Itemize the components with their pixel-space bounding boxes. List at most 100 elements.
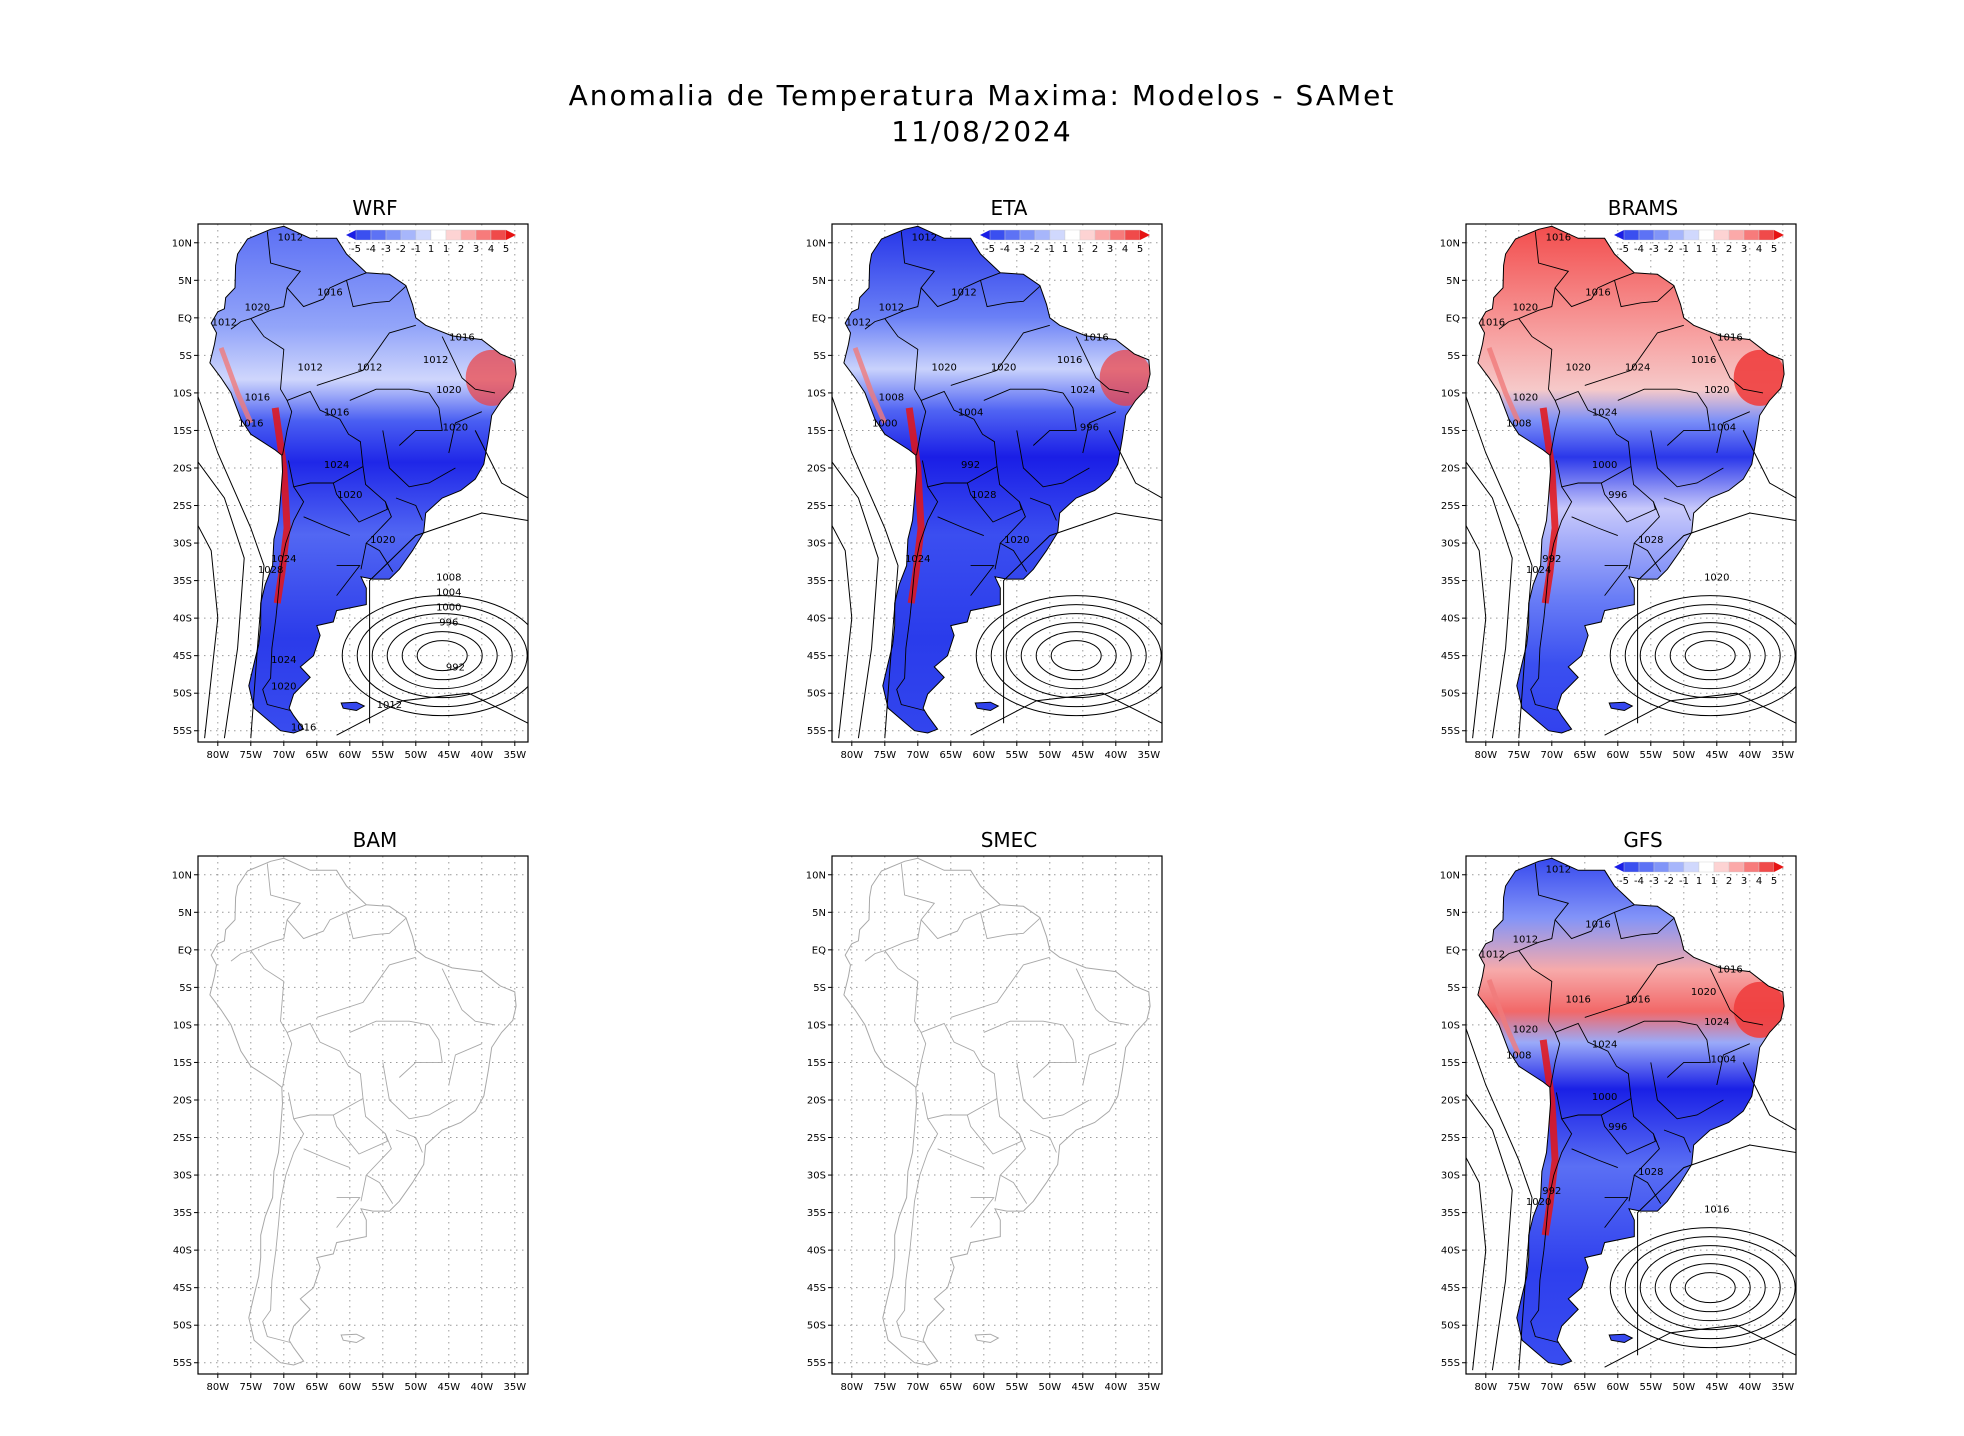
map-gridlines (832, 856, 1162, 1374)
lon-label: 75W (873, 1382, 896, 1393)
colorbar-swatch (1004, 229, 1021, 241)
colorbar-arrow-left (1614, 862, 1624, 872)
isobar-label: 1020 (1513, 302, 1538, 313)
isobar-label: 1020 (1004, 535, 1029, 546)
lat-label: 45S (1441, 1283, 1460, 1294)
isobar-label: 996 (1608, 1122, 1627, 1133)
isobar-contours (1466, 395, 1796, 739)
country-borders (864, 231, 1130, 711)
isobar-label: 1004 (958, 407, 983, 418)
lon-label: 65W (939, 1382, 962, 1393)
colorbar-label: -3 (381, 244, 391, 255)
panel-gfs: GFS 1012 1016 1012 1012 1016 1020 1016 1016 1024… (1418, 828, 1964, 1418)
lat-label: 30S (1441, 539, 1460, 550)
isobar-label: 1008 (1506, 1051, 1531, 1062)
lat-label: 35S (1441, 576, 1460, 587)
map-smec: 10N 5N EQ 5S 10S 15S 20S 25S 30S 35S 40S 45S 50S 55S 8… (806, 855, 1163, 1393)
lat-label: 15S (173, 426, 192, 437)
lat-label: 40S (173, 1246, 192, 1257)
lon-label: 50W (1672, 1382, 1695, 1393)
lat-label: 35S (1441, 1208, 1460, 1219)
lat-label: 5N (1446, 276, 1460, 287)
map-gfs: 1012 1016 1012 1012 1016 1020 1016 1016 1024 1020… (1440, 855, 1797, 1393)
isobar-label: 1000 (1592, 460, 1617, 471)
lat-label: 30S (173, 539, 192, 550)
isobar-label: 1024 (324, 460, 349, 471)
colorbar-label: 1 (1696, 876, 1702, 887)
coastline (209, 225, 517, 734)
figure-title: Anomalia de Temperatura Maxima: Modelos … (568, 79, 1396, 112)
colorbar-label: 1 (1062, 244, 1068, 255)
colorbar-label: -1 (411, 244, 421, 255)
isobar-label: 1020 (1565, 362, 1590, 373)
isobar-label: 1012 (846, 317, 871, 328)
lon-label: 35W (503, 750, 526, 761)
panel-bam: BAM 10N 5N EQ 5S 10S 15S 20S 25S 30S 35S 40S 45S 50S… (150, 828, 710, 1418)
isobar-label: 1024 (1526, 565, 1551, 576)
lon-label: 60W (1606, 750, 1629, 761)
lat-label: 45S (173, 651, 192, 662)
lat-label: 30S (807, 1171, 826, 1182)
colorbar-swatch (430, 229, 447, 241)
colorbar-swatch (1064, 229, 1081, 241)
lon-label: 75W (873, 750, 896, 761)
falkland-islands (340, 701, 366, 712)
isobar-label: 1016 (1565, 994, 1590, 1005)
panel-title: WRF (352, 196, 398, 220)
colorbar: -5 -4 -3 -2 -1 1 1 2 3 4 5 (980, 229, 1150, 255)
lon-label: 60W (972, 750, 995, 761)
lat-label: 10N (1440, 870, 1460, 881)
isobar-label: 1016 (1480, 317, 1505, 328)
lat-label: 55S (1441, 726, 1460, 737)
lat-label: 55S (173, 1358, 192, 1369)
colorbar-label: -4 (1634, 244, 1644, 255)
colorbar-swatch (1079, 229, 1096, 241)
coastline (843, 225, 1151, 734)
colorbar-label: -2 (1030, 244, 1040, 255)
colorbar-label: -1 (1045, 244, 1055, 255)
map-frame (831, 855, 1163, 1375)
isobar-label: 1024 (1070, 385, 1095, 396)
isobar-label: 1020 (1526, 1197, 1551, 1208)
isobar-labels: 1016 1016 1020 1016 1016 1016 1024 1020 1020 1020… (1480, 233, 1743, 584)
lat-label: 25S (173, 1133, 192, 1144)
isobar-label: 1016 (324, 407, 349, 418)
lon-label: 80W (1474, 750, 1497, 761)
lat-label: 5N (178, 908, 192, 919)
lat-label: 50S (173, 1321, 192, 1332)
colorbar-swatch (1109, 229, 1126, 241)
country-borders (864, 863, 1130, 1343)
colorbar-swatch (1743, 861, 1760, 873)
falkland-islands (974, 701, 1000, 712)
lon-label: 50W (404, 1382, 427, 1393)
colorbar-swatch (1743, 229, 1760, 241)
lon-label: 75W (1507, 750, 1530, 761)
lon-label: 45W (1071, 750, 1094, 761)
colorbar-arrow-right (1774, 862, 1784, 872)
colorbar-label: -3 (1649, 876, 1659, 887)
map-frame (197, 223, 529, 743)
isobar-label: 1012 (951, 287, 976, 298)
lat-label: 30S (807, 539, 826, 550)
lat-label: EQ (178, 313, 192, 324)
colorbar-label: 2 (1726, 244, 1732, 255)
falkland-islands (1608, 1333, 1634, 1344)
colorbar-arrow-left (1614, 230, 1624, 240)
lat-label: 5N (812, 908, 826, 919)
isobar-label: 1024 (1625, 362, 1650, 373)
lon-label: 80W (1474, 1382, 1497, 1393)
lon-label: 60W (972, 1382, 995, 1393)
lon-label: 65W (305, 750, 328, 761)
lon-label: 80W (206, 1382, 229, 1393)
isobar-label: 1004 (1711, 422, 1736, 433)
lon-label: 65W (1573, 1382, 1596, 1393)
lat-label: 40S (1441, 1246, 1460, 1257)
lat-label: 25S (173, 501, 192, 512)
colorbar-label: -3 (1015, 244, 1025, 255)
isobar-label: 1028 (258, 565, 283, 576)
colorbar-swatch (1758, 861, 1775, 873)
lat-label: 10S (173, 388, 192, 399)
map-eta: 1012 1012 1012 1012 1016 1016 1020 1020 1024 1008… (806, 223, 1163, 761)
isobar-label: 1016 (1717, 964, 1742, 975)
lat-label: 35S (807, 576, 826, 587)
